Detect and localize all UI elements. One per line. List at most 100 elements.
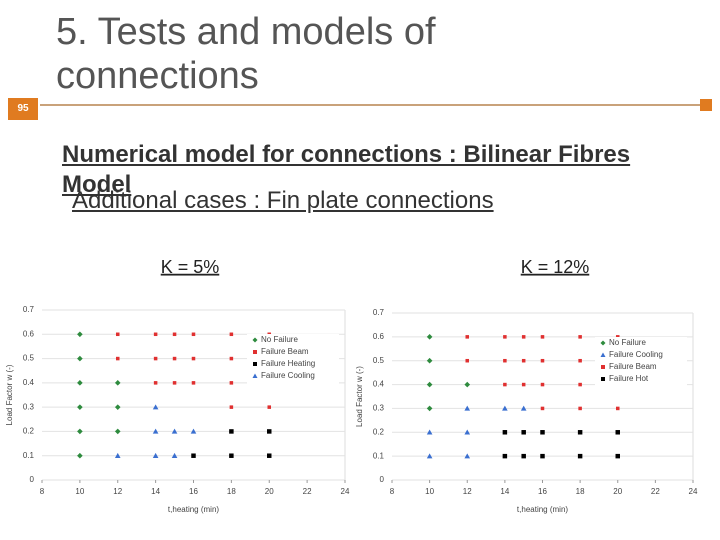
y-axis-label: Load Factor w (-) [5,364,14,425]
legend-box [595,337,687,391]
point [521,335,526,339]
point [190,428,197,434]
point [615,335,620,339]
x-tick-label: 24 [341,487,350,496]
subtitle-2: Additional cases : Fin plate connections [72,187,494,214]
point [502,453,508,459]
point [520,405,527,411]
point [115,356,120,361]
point [577,430,583,435]
point [77,380,83,386]
point [191,356,196,361]
x-tick-label: 22 [303,487,312,496]
x-tick-label: 22 [651,487,660,496]
point [229,429,234,434]
legend-marker [601,365,605,369]
y-tick-label: 0.1 [23,451,35,460]
y-tick-label: 0.2 [373,427,385,436]
point [229,453,234,458]
y-tick-label: 0.6 [373,332,385,341]
x-tick-label: 20 [613,487,622,496]
point [267,429,272,434]
y-tick-label: 0.7 [373,308,385,317]
point [191,381,196,385]
point [521,453,526,459]
point [540,382,545,387]
x-axis-label: t,heating (min) [517,505,568,514]
x-tick-label: 16 [538,487,547,496]
point [152,404,159,410]
point [114,404,121,410]
chart-title: K = 5% [161,257,220,277]
chart-title: K = 12% [521,257,590,277]
slide-title: 5. Tests and models of connections [56,11,436,97]
point [426,381,433,388]
x-tick-label: 8 [40,487,45,496]
point [521,430,526,435]
legend-marker [253,350,257,354]
point [77,404,83,410]
point [229,381,234,385]
x-tick-label: 10 [75,487,84,496]
x-tick-label: 14 [500,487,509,496]
legend-marker [252,373,258,378]
point [267,453,272,458]
rule-end [700,99,712,111]
legend-label: Failure Cooling [609,350,663,359]
y-tick-label: 0.6 [23,329,35,338]
point [77,452,83,459]
point [172,332,177,337]
point [426,453,433,459]
point [153,381,158,385]
legend-label: Failure Heating [261,359,315,368]
point [77,331,83,338]
point [229,356,234,361]
point [426,357,433,364]
point [540,430,545,435]
legend-label: Failure Hot [609,374,649,383]
x-tick-label: 12 [113,487,122,496]
point [615,430,620,435]
point [115,332,120,337]
point [503,382,507,387]
legend-label: Failure Cooling [261,371,315,380]
y-tick-label: 0.3 [373,404,385,413]
point [464,429,471,435]
point [540,406,545,411]
legend-label: Failure Beam [609,362,657,371]
point [114,428,121,435]
x-tick-label: 20 [265,487,274,496]
y-tick-label: 0 [30,475,35,484]
x-tick-label: 10 [425,487,434,496]
point [577,453,583,459]
point [426,405,433,412]
point [77,355,83,362]
y-tick-label: 0.5 [373,356,385,365]
point [464,405,471,411]
point [153,332,158,337]
point [503,335,507,339]
legend-marker [600,340,606,346]
legend-label: No Failure [261,335,298,344]
x-tick-label: 16 [189,487,198,496]
legend-box [247,334,339,388]
point [540,335,545,339]
legend-label: Failure Beam [261,347,309,356]
point [465,335,470,339]
legend-marker [252,337,258,343]
point [191,332,196,337]
point [464,381,471,388]
point [465,358,470,363]
point [267,405,272,409]
point [502,405,508,411]
point [615,406,620,411]
legend-marker [601,377,605,381]
point [540,453,545,459]
point [229,332,234,337]
y-tick-label: 0.2 [23,427,35,436]
x-tick-label: 8 [390,487,395,496]
y-axis-label: Load Factor w (-) [355,366,364,427]
point [152,428,159,434]
